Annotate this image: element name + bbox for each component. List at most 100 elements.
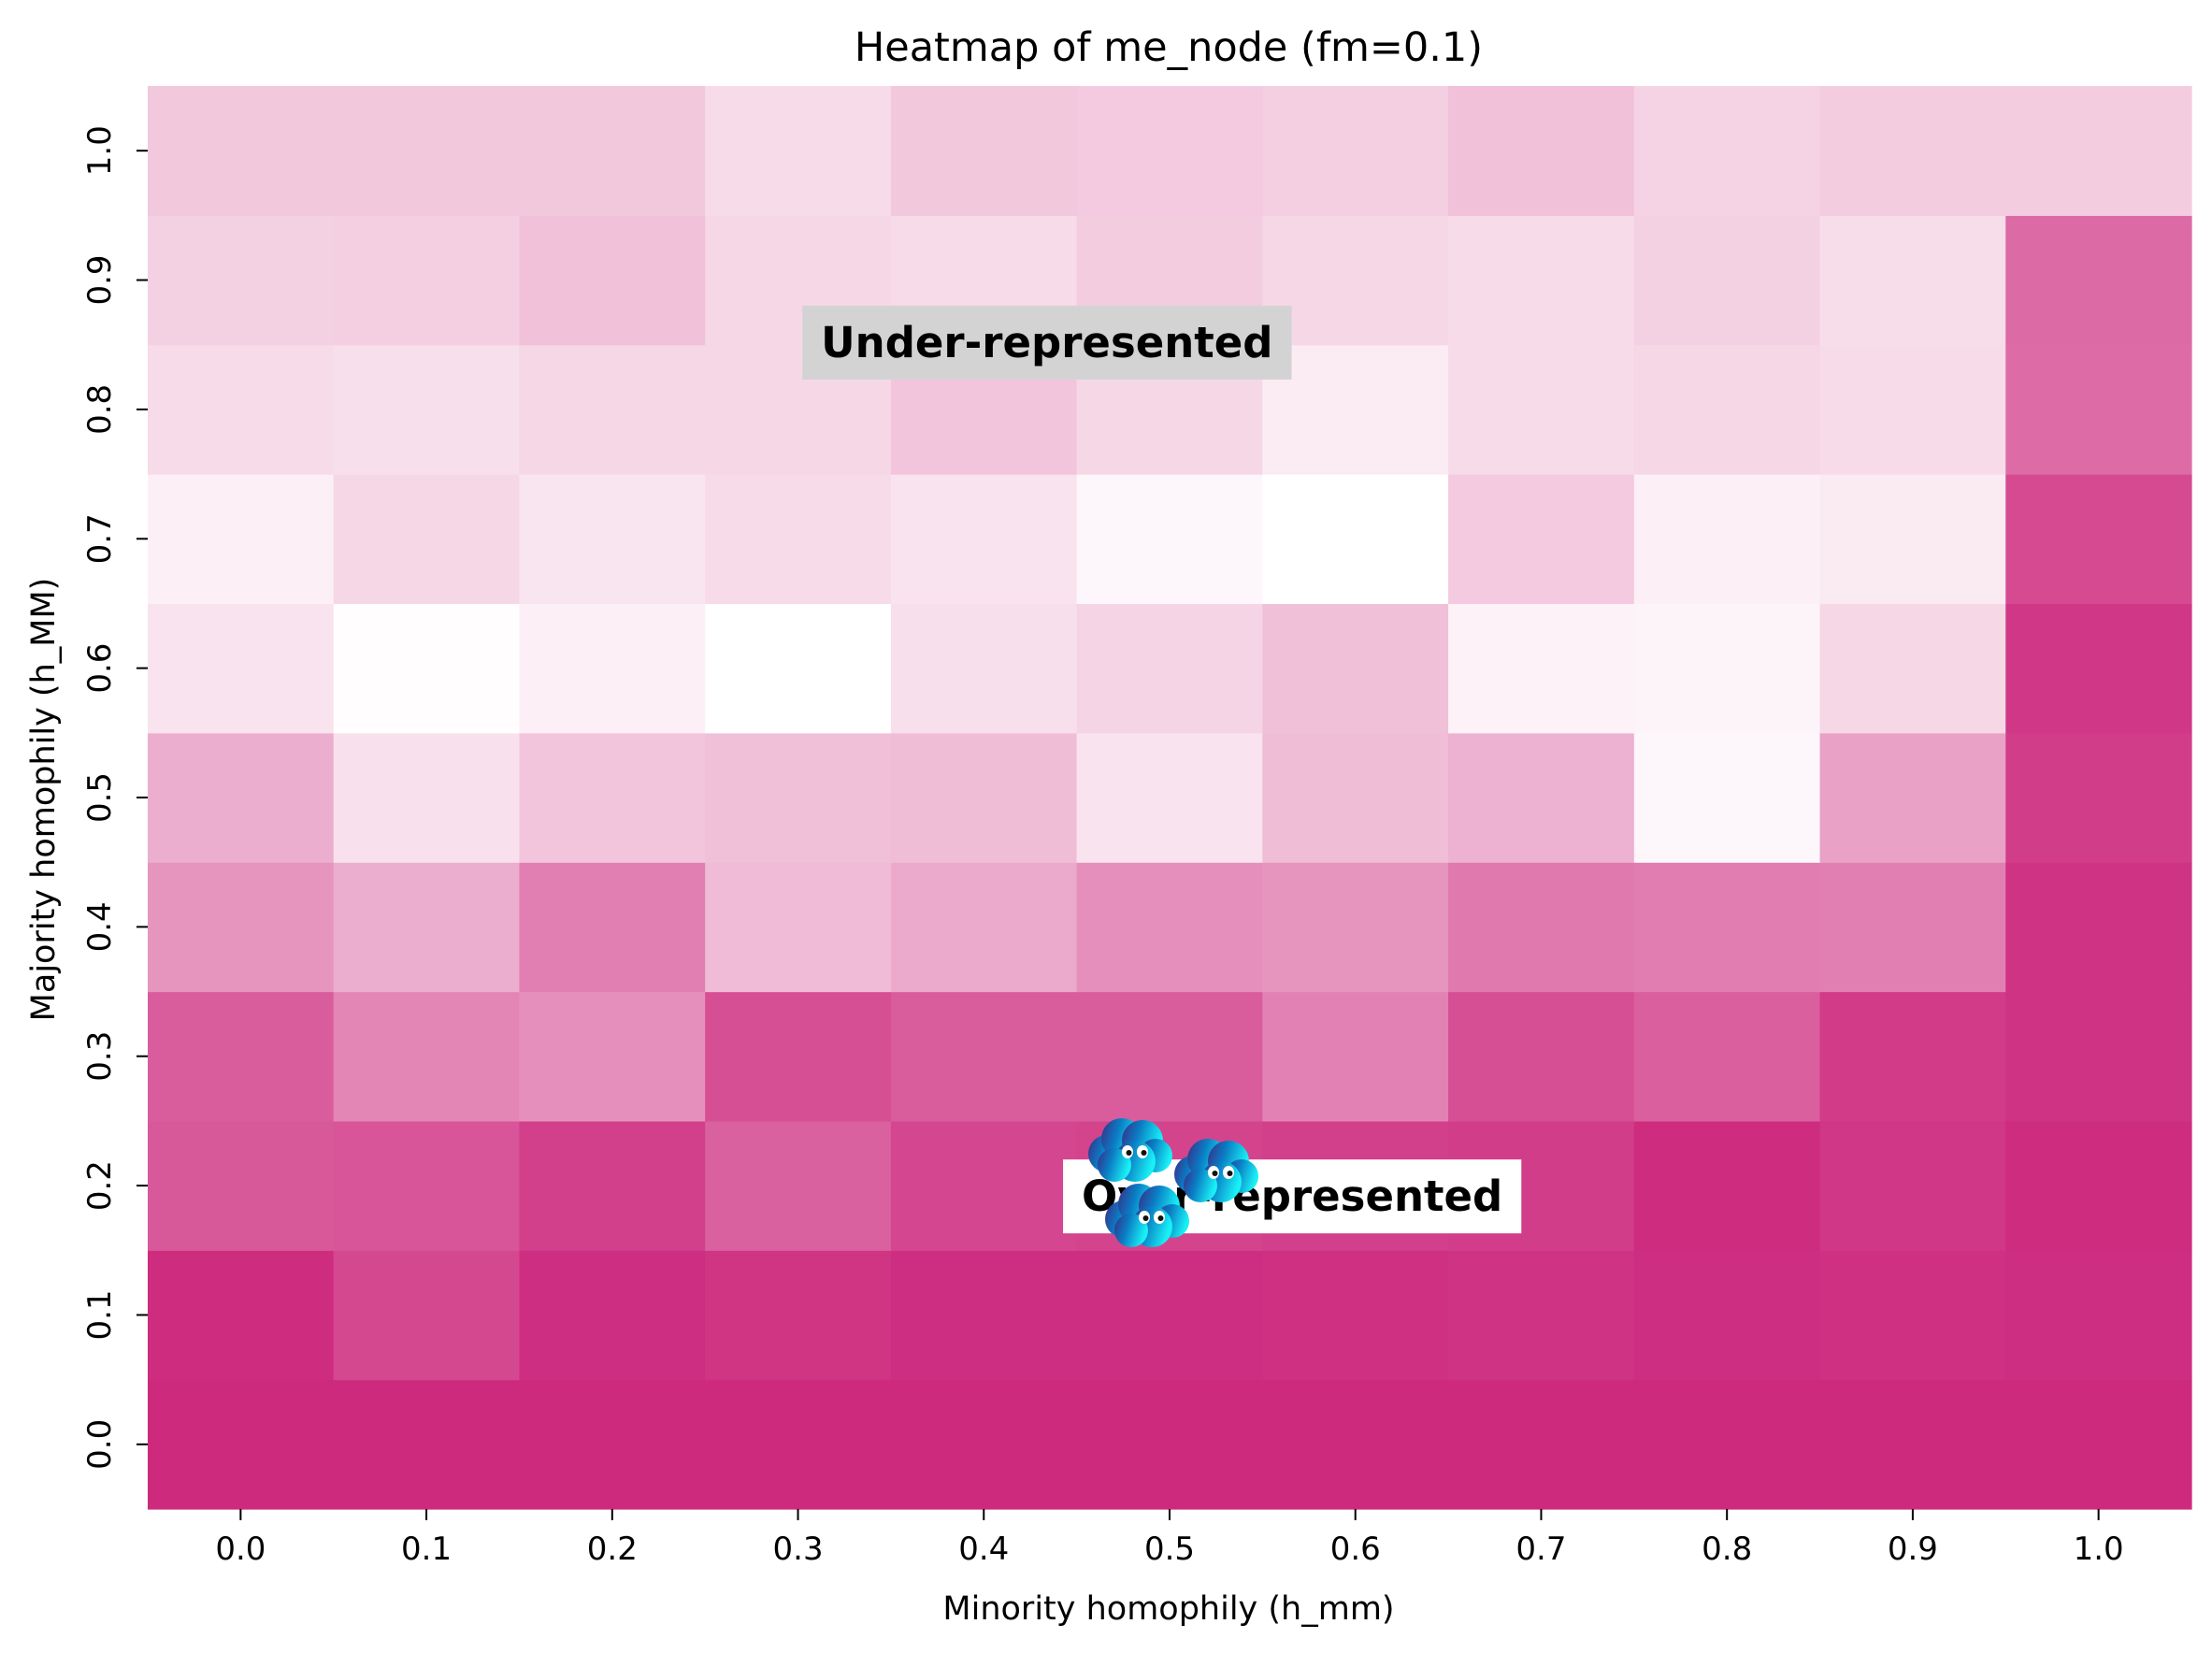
heatmap-cell	[890, 1120, 1078, 1251]
heatmap-cell	[1819, 603, 2006, 734]
heatmap-cell	[333, 86, 521, 216]
y-tick-label: 0.1	[81, 1289, 119, 1340]
heatmap-cell	[519, 344, 706, 475]
heatmap-cell	[1819, 732, 2006, 863]
heatmap-cell	[1633, 86, 1821, 216]
heatmap-cell	[148, 862, 335, 993]
x-tick-label: 0.8	[1702, 1531, 1752, 1568]
chart-title: Heatmap of me_node (fm=0.1)	[855, 24, 1483, 71]
heatmap-cell	[148, 1120, 335, 1251]
heatmap-cell	[2005, 862, 2192, 993]
heatmap-cell	[519, 603, 706, 734]
y-tick-label: 0.7	[81, 513, 119, 564]
heatmap-cell	[1448, 862, 1635, 993]
heatmap-cell	[333, 862, 521, 993]
heatmap-cell	[1076, 862, 1263, 993]
heatmap-cell	[1262, 603, 1449, 734]
heatmap-cell	[1262, 862, 1449, 993]
heatmap-cell	[1262, 1250, 1449, 1381]
heatmap-cell	[333, 732, 521, 863]
x-tick-label: 0.5	[1144, 1531, 1195, 1568]
heatmap-cell	[2005, 603, 2192, 734]
heatmap-cell	[2005, 474, 2192, 605]
y-tick-label: 1.0	[81, 125, 119, 176]
x-tick-label: 0.1	[401, 1531, 452, 1568]
heatmap-cell	[2005, 344, 2192, 475]
heatmap-cell	[2005, 1120, 2192, 1251]
heatmap-cell	[1262, 1379, 1449, 1510]
heatmap-cell	[705, 603, 892, 734]
x-tick-label: 1.0	[2074, 1531, 2124, 1568]
y-tick-label: 0.6	[81, 643, 119, 694]
heatmap-cell	[705, 86, 892, 216]
heatmap-cell	[1448, 732, 1635, 863]
heatmap-cell	[333, 1250, 521, 1381]
y-axis-ticks: 0.0 0.1 0.2 0.3 0.4 0.5 0.6 0.7 0.8 0.9 1.0	[81, 125, 148, 1470]
heatmap-cell	[705, 1250, 892, 1381]
heatmap-cell	[148, 215, 335, 346]
heatmap-cell	[705, 1379, 892, 1510]
heatmap-cell	[1262, 344, 1449, 475]
x-tick-label: 0.6	[1330, 1531, 1381, 1568]
y-tick-label: 0.9	[81, 254, 119, 305]
heatmap-cell	[2005, 1379, 2192, 1510]
y-tick-label: 0.8	[81, 384, 119, 435]
x-tick-label: 0.4	[958, 1531, 1009, 1568]
heatmap-cell	[1076, 991, 1263, 1122]
heatmap-cell	[890, 1250, 1078, 1381]
heatmap-cell	[1076, 732, 1263, 863]
cloud-character-icon	[1105, 1184, 1189, 1247]
heatmap-cell	[1633, 991, 1821, 1122]
heatmap-cell	[1448, 603, 1635, 734]
heatmap-cell	[148, 474, 335, 605]
heatmap-cell	[890, 1379, 1078, 1510]
heatmap-cell	[1633, 215, 1821, 346]
heatmap-cell	[2005, 86, 2192, 216]
heatmap-cell	[2005, 215, 2192, 346]
heatmap-cell	[705, 732, 892, 863]
heatmap-cells	[148, 86, 2192, 1510]
heatmap-cell	[1448, 215, 1635, 346]
heatmap-cell	[519, 1379, 706, 1510]
heatmap-cell	[519, 474, 706, 605]
x-tick-label: 0.2	[587, 1531, 638, 1568]
heatmap-cell	[705, 1120, 892, 1251]
heatmap-cell	[519, 991, 706, 1122]
heatmap-cell	[890, 862, 1078, 993]
cloud-character-icon	[1088, 1118, 1172, 1182]
heatmap-cell	[890, 732, 1078, 863]
heatmap-cell	[1076, 86, 1263, 216]
heatmap-cell	[148, 1250, 335, 1381]
heatmap-cell	[333, 1379, 521, 1510]
heatmap-cell	[148, 1379, 335, 1510]
y-axis-title: Majority homophily (h_MM)	[25, 578, 63, 1022]
heatmap-cell	[890, 991, 1078, 1122]
heatmap-cell	[890, 474, 1078, 605]
y-tick-label: 0.5	[81, 772, 119, 823]
annotation-under-represented: Under-represented	[802, 305, 1292, 380]
heatmap-cell	[1448, 86, 1635, 216]
heatmap-cell	[1448, 474, 1635, 605]
heatmap-cell	[333, 991, 521, 1122]
heatmap-cell	[1076, 1250, 1263, 1381]
heatmap-cell	[1262, 474, 1449, 605]
heatmap-cell	[2005, 1250, 2192, 1381]
heatmap-cell	[519, 86, 706, 216]
heatmap-cell	[1262, 86, 1449, 216]
heatmap-cell	[1448, 991, 1635, 1122]
x-tick-label: 0.9	[1888, 1531, 1938, 1568]
heatmap-cell	[519, 732, 706, 863]
heatmap-cell	[1819, 862, 2006, 993]
heatmap-cell	[1819, 474, 2006, 605]
heatmap-cell	[1633, 1250, 1821, 1381]
heatmap-cell	[519, 1120, 706, 1251]
y-tick-label: 0.3	[81, 1031, 119, 1082]
heatmap-cell	[1633, 1120, 1821, 1251]
heatmap-cell	[1076, 1379, 1263, 1510]
heatmap-cell	[890, 86, 1078, 216]
heatmap-cell	[1819, 344, 2006, 475]
y-tick-label: 0.2	[81, 1160, 119, 1211]
annotation-text: Under-represented	[821, 318, 1272, 367]
heatmap-cell	[1262, 215, 1449, 346]
